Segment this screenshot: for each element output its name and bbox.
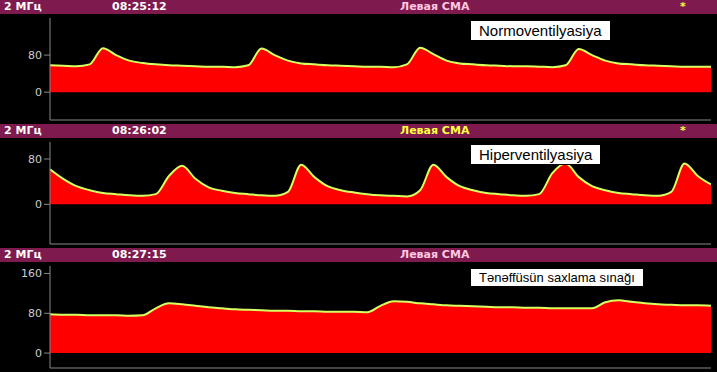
html-text:08:25:12: 08:25:12: [112, 0, 167, 13]
svg-text:0: 0: [35, 198, 42, 211]
svg-text:160: 160: [21, 267, 42, 280]
html-text:08:27:15: 08:27:15: [112, 248, 167, 261]
html-text:2 МГц: 2 МГц: [4, 124, 42, 137]
html-text:Tənəffüsün saxlama sınağı: Tənəffüsün saxlama sınağı: [479, 270, 635, 285]
svg-text:80: 80: [28, 307, 42, 320]
svg-text:80: 80: [28, 153, 42, 166]
html-text:08:26:02: 08:26:02: [112, 124, 167, 137]
html-text:2 МГц: 2 МГц: [4, 248, 42, 261]
html-text:Левая СМА: Левая СМА: [400, 0, 470, 13]
svg-text:80: 80: [28, 49, 42, 62]
html-text:Левая СМА: Левая СМА: [400, 124, 470, 137]
html-text:2 МГц: 2 МГц: [4, 0, 42, 13]
html-text:Normoventilyasiya: Normoventilyasiya: [479, 22, 602, 39]
html-text:Hiperventilyasiya: Hiperventilyasiya: [479, 146, 593, 163]
svg-text:0: 0: [35, 347, 42, 360]
html-text:Левая СМА: Левая СМА: [400, 248, 470, 261]
svg-text:0: 0: [35, 86, 42, 99]
